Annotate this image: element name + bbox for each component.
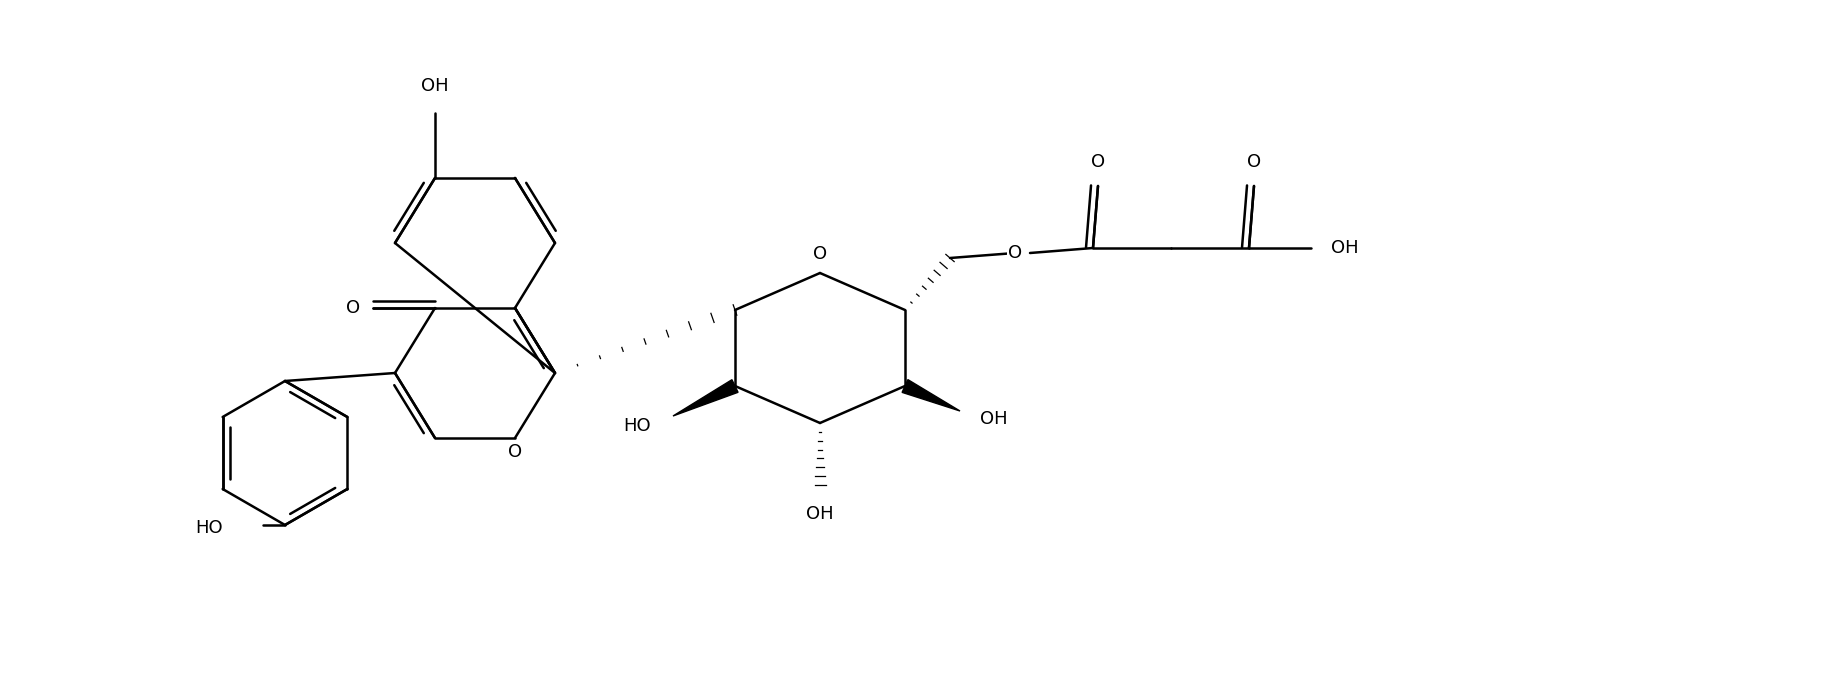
Text: HO: HO [195,519,223,537]
Text: OH: OH [422,77,449,95]
Text: HO: HO [623,417,650,435]
Text: OH: OH [1332,239,1359,257]
Polygon shape [903,380,960,411]
Text: O: O [346,299,359,317]
Text: O: O [508,443,521,461]
Text: O: O [1090,153,1105,171]
Text: O: O [1008,244,1022,262]
Text: OH: OH [807,505,834,523]
Text: O: O [1247,153,1262,171]
Text: O: O [812,245,827,263]
Polygon shape [672,380,739,416]
Text: OH: OH [980,410,1008,428]
